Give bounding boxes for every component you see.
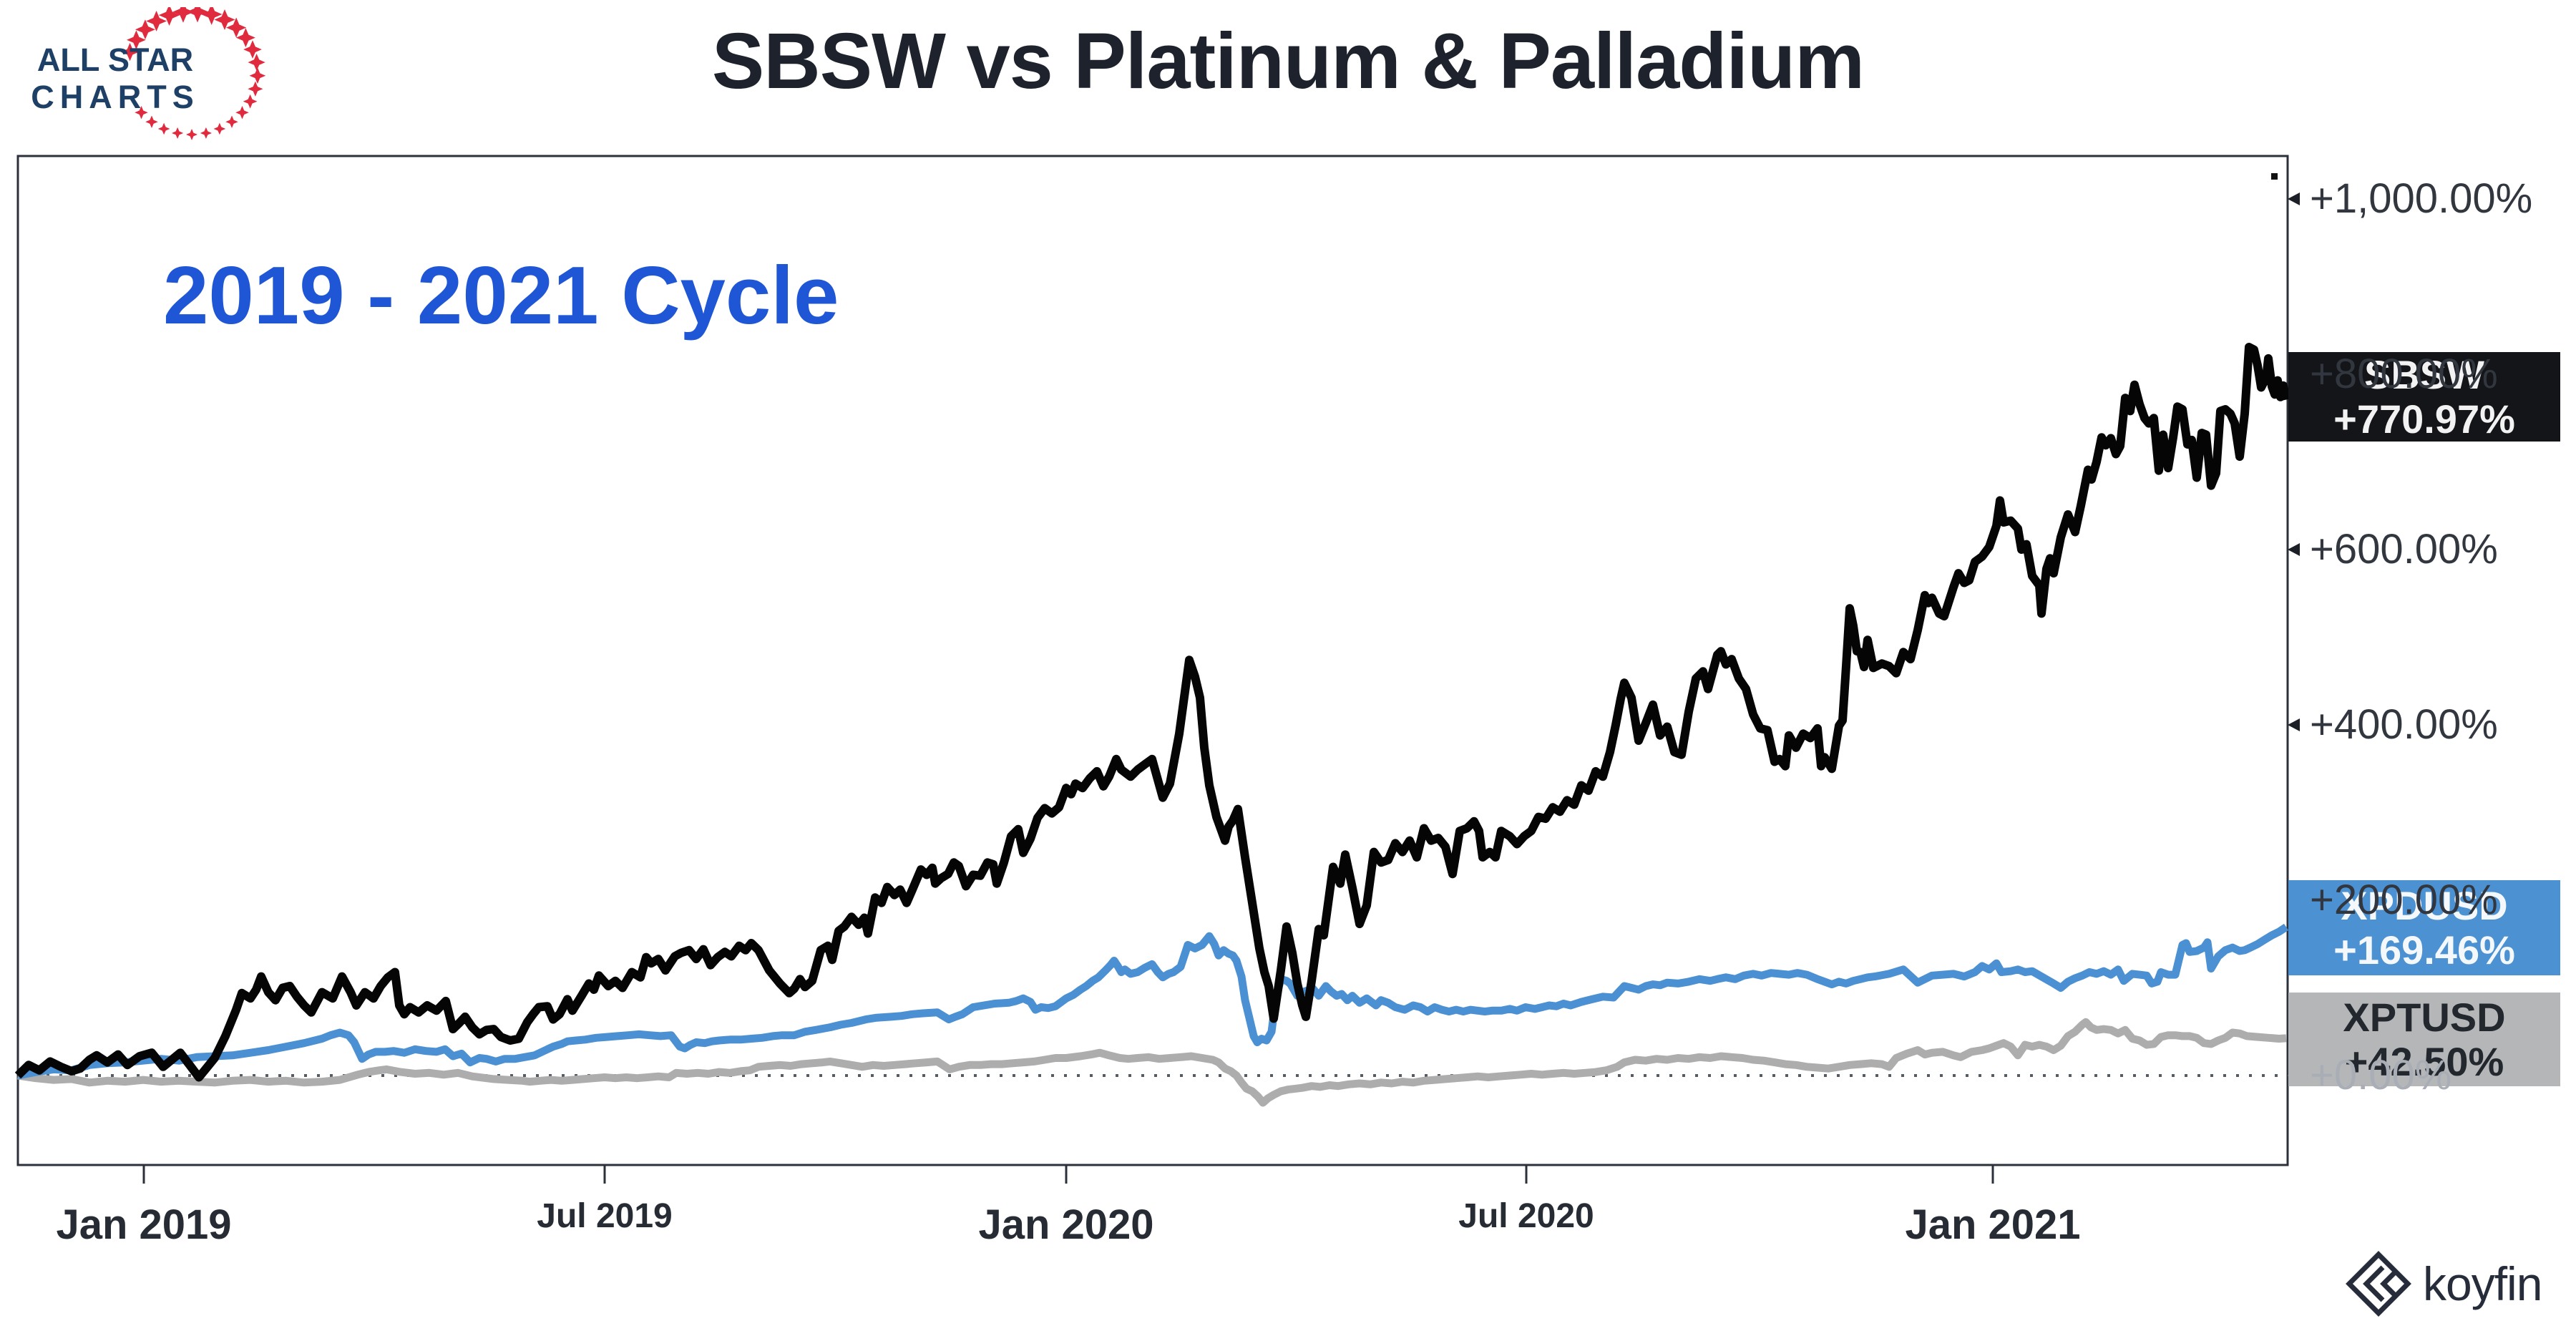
xpdusd-line (16, 923, 2289, 1080)
y-axis-tick-arrow-icon (2288, 192, 2300, 205)
sbsw-line (14, 343, 2290, 1082)
logo-star-icon (243, 94, 258, 109)
koyfin-wordmark: koyfin (2423, 1257, 2542, 1310)
annotation-text: 2019 - 2021 Cycle (163, 250, 839, 341)
logo-star-icon (172, 127, 184, 140)
logo-star-icon (158, 7, 180, 26)
xpdusd-badge: XPDUSD +169.46% (2288, 880, 2560, 975)
xptusd-line (17, 1018, 2287, 1107)
logo-star-icon (120, 42, 140, 62)
logo-star-icon (213, 122, 226, 135)
logo-star-icon (186, 129, 197, 140)
logo-star-icon (225, 115, 238, 128)
xptusd-badge-name: XPTUSD (2343, 994, 2506, 1040)
logo-star-icon (200, 127, 212, 140)
logo-star-icon (146, 11, 167, 31)
y-axis-tick-arrow-icon (2288, 718, 2300, 731)
page-title: SBSW vs Platinum & Palladium (711, 17, 1865, 105)
logo-star-icon (248, 81, 263, 97)
logo-star-icon (248, 53, 265, 72)
logo-star-icon (226, 17, 247, 38)
logo-star-icon (145, 115, 158, 128)
sbsw-badge-name: SBSW (2364, 351, 2484, 397)
logo-star-icon (200, 7, 223, 25)
koyfin-logo: koyfin (2346, 1251, 2542, 1317)
plot-border (16, 155, 2289, 1166)
logo-star-icon (249, 67, 266, 84)
logo-star-icon (235, 106, 249, 120)
chart-corner-dot (2271, 173, 2278, 180)
xptusd-badge: XPTUSD +42.50% (2288, 993, 2560, 1086)
logo-star-icon (243, 40, 262, 59)
all-star-charts-logo: ALL STAR CHARTS (20, 7, 299, 150)
logo-star-icon (135, 19, 155, 40)
logo-star-icon (214, 9, 235, 31)
logo-star-icon (127, 30, 146, 50)
koyfin-diamond-icon (2346, 1251, 2411, 1317)
logo-star-icon (235, 28, 255, 48)
xptusd-badge-value: +42.50% (2344, 1038, 2504, 1084)
logo-text: ALL STAR CHARTS (26, 42, 205, 116)
logo-star-icon (172, 7, 194, 23)
sbsw-badge: SBSW +770.97% (2288, 352, 2560, 442)
sbsw-badge-value: +770.97% (2333, 396, 2515, 442)
logo-star-icon (157, 122, 170, 135)
logo-text-line1: ALL STAR (36, 42, 194, 78)
logo-star-icon (187, 7, 209, 23)
logo-star-ring-icon (120, 7, 266, 140)
logo-text-line2: CHARTS (31, 79, 200, 115)
y-axis-tick-arrow-icon (2288, 543, 2300, 556)
xpdusd-badge-name: XPDUSD (2341, 882, 2508, 928)
xpdusd-badge-value: +169.46% (2333, 927, 2515, 972)
logo-star-icon (135, 106, 148, 120)
